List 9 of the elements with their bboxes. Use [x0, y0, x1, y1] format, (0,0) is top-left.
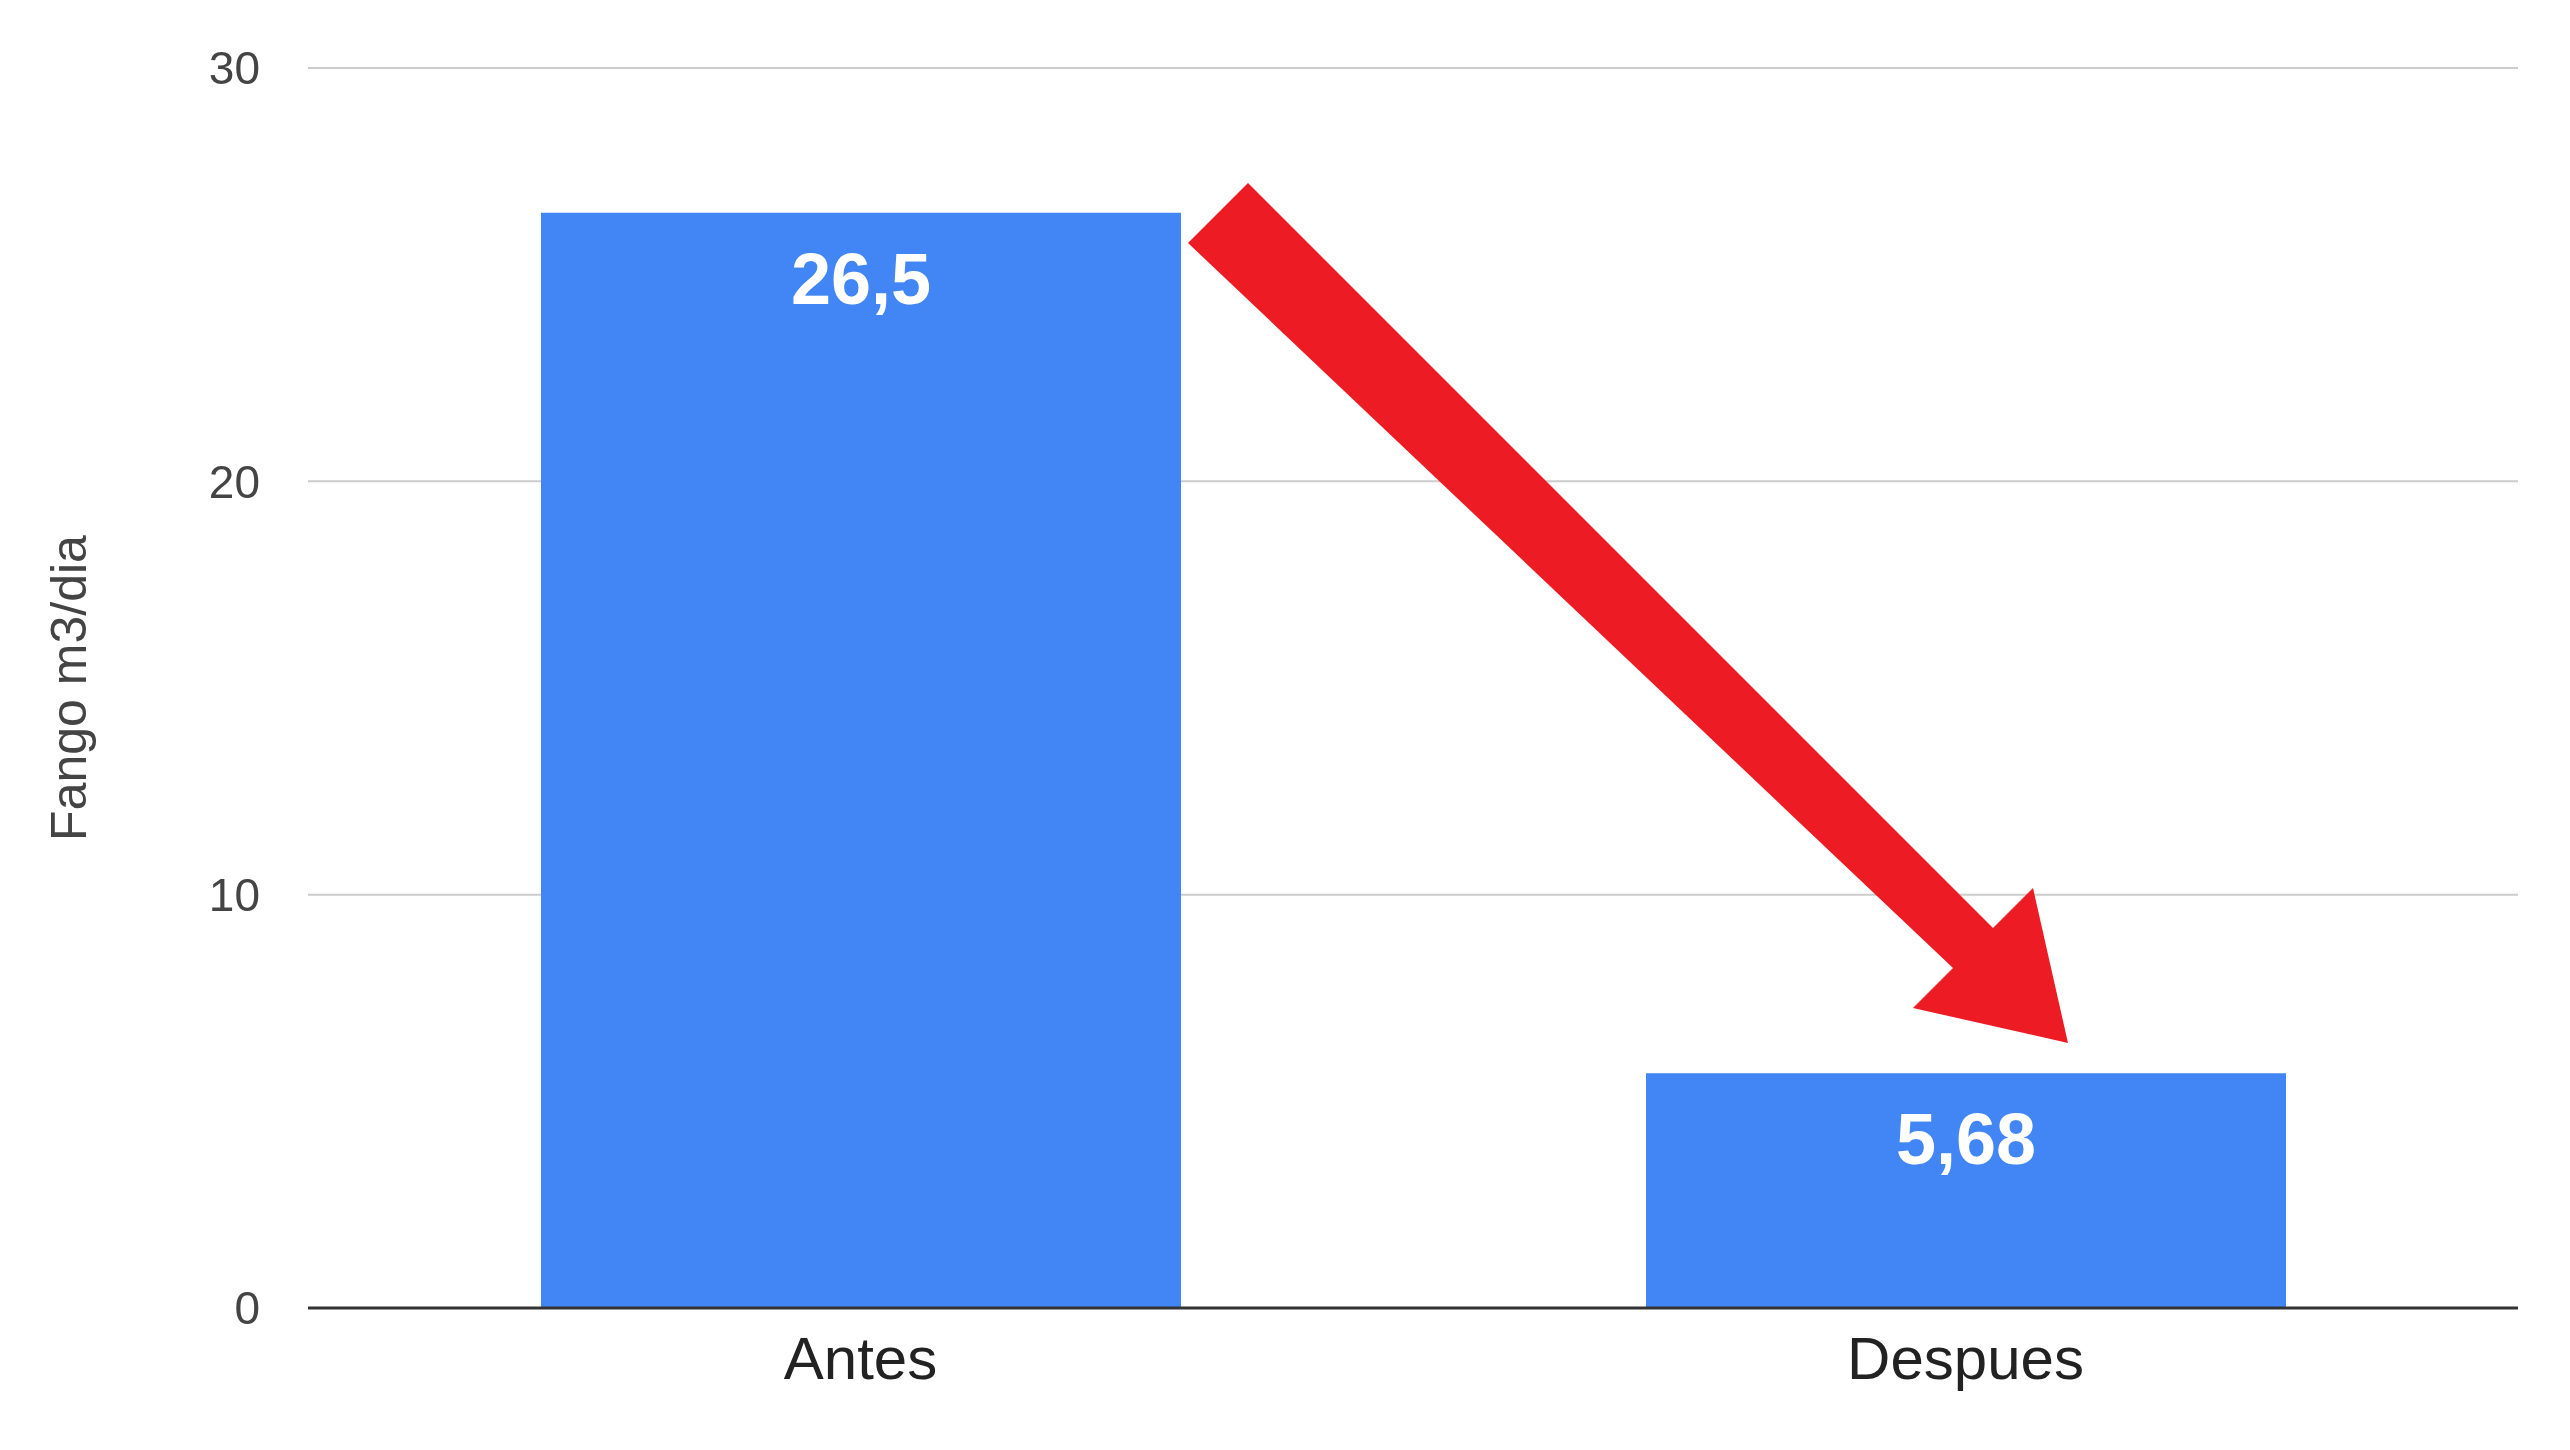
- y-tick-label: 10: [208, 869, 260, 921]
- x-tick-label: Antes: [783, 1324, 938, 1392]
- y-axis-title: Fango m3/dia: [40, 534, 97, 841]
- data-label: 26,5: [790, 238, 932, 319]
- data-label: 5,68: [1895, 1099, 2037, 1180]
- y-tick-label: 30: [208, 42, 260, 95]
- x-tick-label: Despues: [1847, 1324, 2084, 1392]
- y-tick-label: 20: [208, 455, 260, 508]
- y-tick-label: 0: [234, 1282, 260, 1335]
